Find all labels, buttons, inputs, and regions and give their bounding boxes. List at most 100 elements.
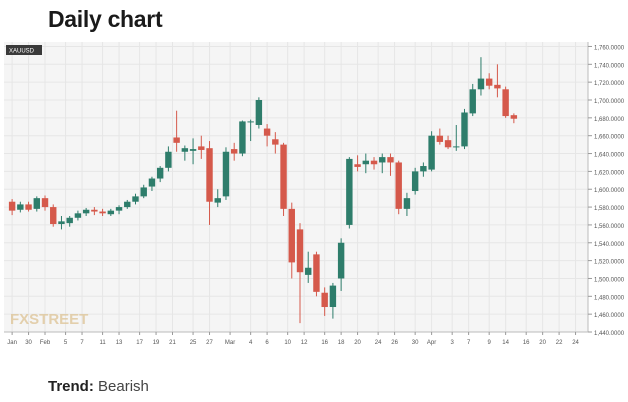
candle <box>411 167 419 195</box>
x-tick-label: Feb <box>40 340 51 346</box>
candle <box>403 192 411 216</box>
candle <box>329 282 337 319</box>
candle <box>321 287 328 316</box>
y-tick-label: 1,660.0000 <box>594 135 625 141</box>
candle-body <box>222 151 230 197</box>
candle-body <box>189 149 197 151</box>
candle-body <box>494 84 501 89</box>
candle <box>485 73 493 90</box>
candle-body <box>453 146 460 148</box>
candle <box>8 199 16 216</box>
candle-body <box>148 178 156 187</box>
candle <box>288 202 295 279</box>
candle <box>354 155 361 172</box>
candle-body <box>362 160 370 165</box>
x-tick-label: 30 <box>25 340 32 346</box>
x-tick-label: 14 <box>502 340 509 346</box>
candle-body <box>485 78 493 86</box>
x-tick-label: 20 <box>539 340 546 346</box>
candle <box>337 238 345 291</box>
candle-body <box>132 196 139 202</box>
candle-body <box>156 167 164 179</box>
candle-body <box>25 204 32 210</box>
candle-body <box>387 157 394 163</box>
candle-body <box>58 221 65 225</box>
x-tick-label: 11 <box>99 340 106 346</box>
candle-body <box>337 242 345 279</box>
y-tick-label: 1,720.0000 <box>594 81 625 87</box>
candle <box>198 135 205 159</box>
x-tick-label: 13 <box>116 340 123 346</box>
candle <box>272 132 279 154</box>
x-tick-label: 12 <box>301 340 308 346</box>
y-tick-label: 1,760.0000 <box>594 45 625 51</box>
y-tick-label: 1,460.0000 <box>594 313 625 319</box>
x-tick-label: 25 <box>190 340 197 346</box>
candle <box>165 146 172 172</box>
candle <box>132 193 139 205</box>
candle-body <box>428 135 435 170</box>
candle <box>99 208 106 216</box>
y-tick-label: 1,740.0000 <box>594 63 625 69</box>
candle-body <box>255 100 263 125</box>
candle <box>115 205 123 215</box>
candle <box>156 166 164 183</box>
symbol-tag-background <box>6 45 42 55</box>
candle-body <box>477 78 485 90</box>
candle-body <box>370 160 378 165</box>
candle <box>124 199 131 209</box>
candle <box>91 207 98 216</box>
candle-body <box>74 213 82 218</box>
candle <box>263 124 271 147</box>
candle-body <box>181 148 189 152</box>
candle-body <box>346 158 353 225</box>
daily-price-chart[interactable]: 1,440.0000 1,460.0000 1,480.0000 1,500.0000… <box>0 38 628 354</box>
candle-series <box>8 57 518 324</box>
candle-body <box>395 162 402 209</box>
candle <box>296 223 304 324</box>
candle-body <box>305 267 312 275</box>
symbol-tag: XAUUSD <box>6 45 42 55</box>
candle-body <box>115 207 123 211</box>
x-tick-label: 5 <box>64 340 68 346</box>
y-tick-label: 1,480.0000 <box>594 295 625 301</box>
candle-body <box>124 201 131 208</box>
x-tick-label: 16 <box>321 340 328 346</box>
candle-body <box>8 201 16 211</box>
y-tick-label: 1,700.0000 <box>594 99 625 105</box>
y-tick-label: 1,600.0000 <box>594 188 625 194</box>
y-tick-label: 1,540.0000 <box>594 242 625 248</box>
candle-body <box>272 139 279 145</box>
x-tick-label: 9 <box>488 340 492 346</box>
candle <box>379 153 386 174</box>
candle-body <box>206 148 213 202</box>
candle <box>33 196 40 212</box>
y-tick-label: 1,560.0000 <box>594 224 625 230</box>
candle <box>189 138 197 165</box>
x-tick-label: 7 <box>467 340 471 346</box>
candle <box>370 157 378 170</box>
x-tick-label: Mar <box>225 340 235 346</box>
candle <box>230 142 238 161</box>
candle-body <box>403 198 411 209</box>
candle <box>41 195 49 211</box>
candle-body <box>50 207 57 225</box>
candle-body <box>41 198 49 208</box>
page-title: Daily chart <box>48 6 163 32</box>
candle <box>346 157 353 229</box>
x-tick-label: 6 <box>265 340 269 346</box>
candle <box>74 210 82 221</box>
trend-label: Trend: <box>48 378 94 395</box>
candle <box>436 128 444 145</box>
candle-body <box>82 209 90 214</box>
candle <box>461 108 468 150</box>
candle <box>222 147 230 200</box>
trend-line: Trend: Bearish <box>48 378 149 395</box>
candle <box>66 216 73 227</box>
candle <box>395 160 402 215</box>
candle <box>82 207 90 216</box>
candle-body <box>280 144 287 209</box>
candle <box>148 176 156 192</box>
x-tick-label: 20 <box>354 340 361 346</box>
candle-body <box>263 128 271 136</box>
